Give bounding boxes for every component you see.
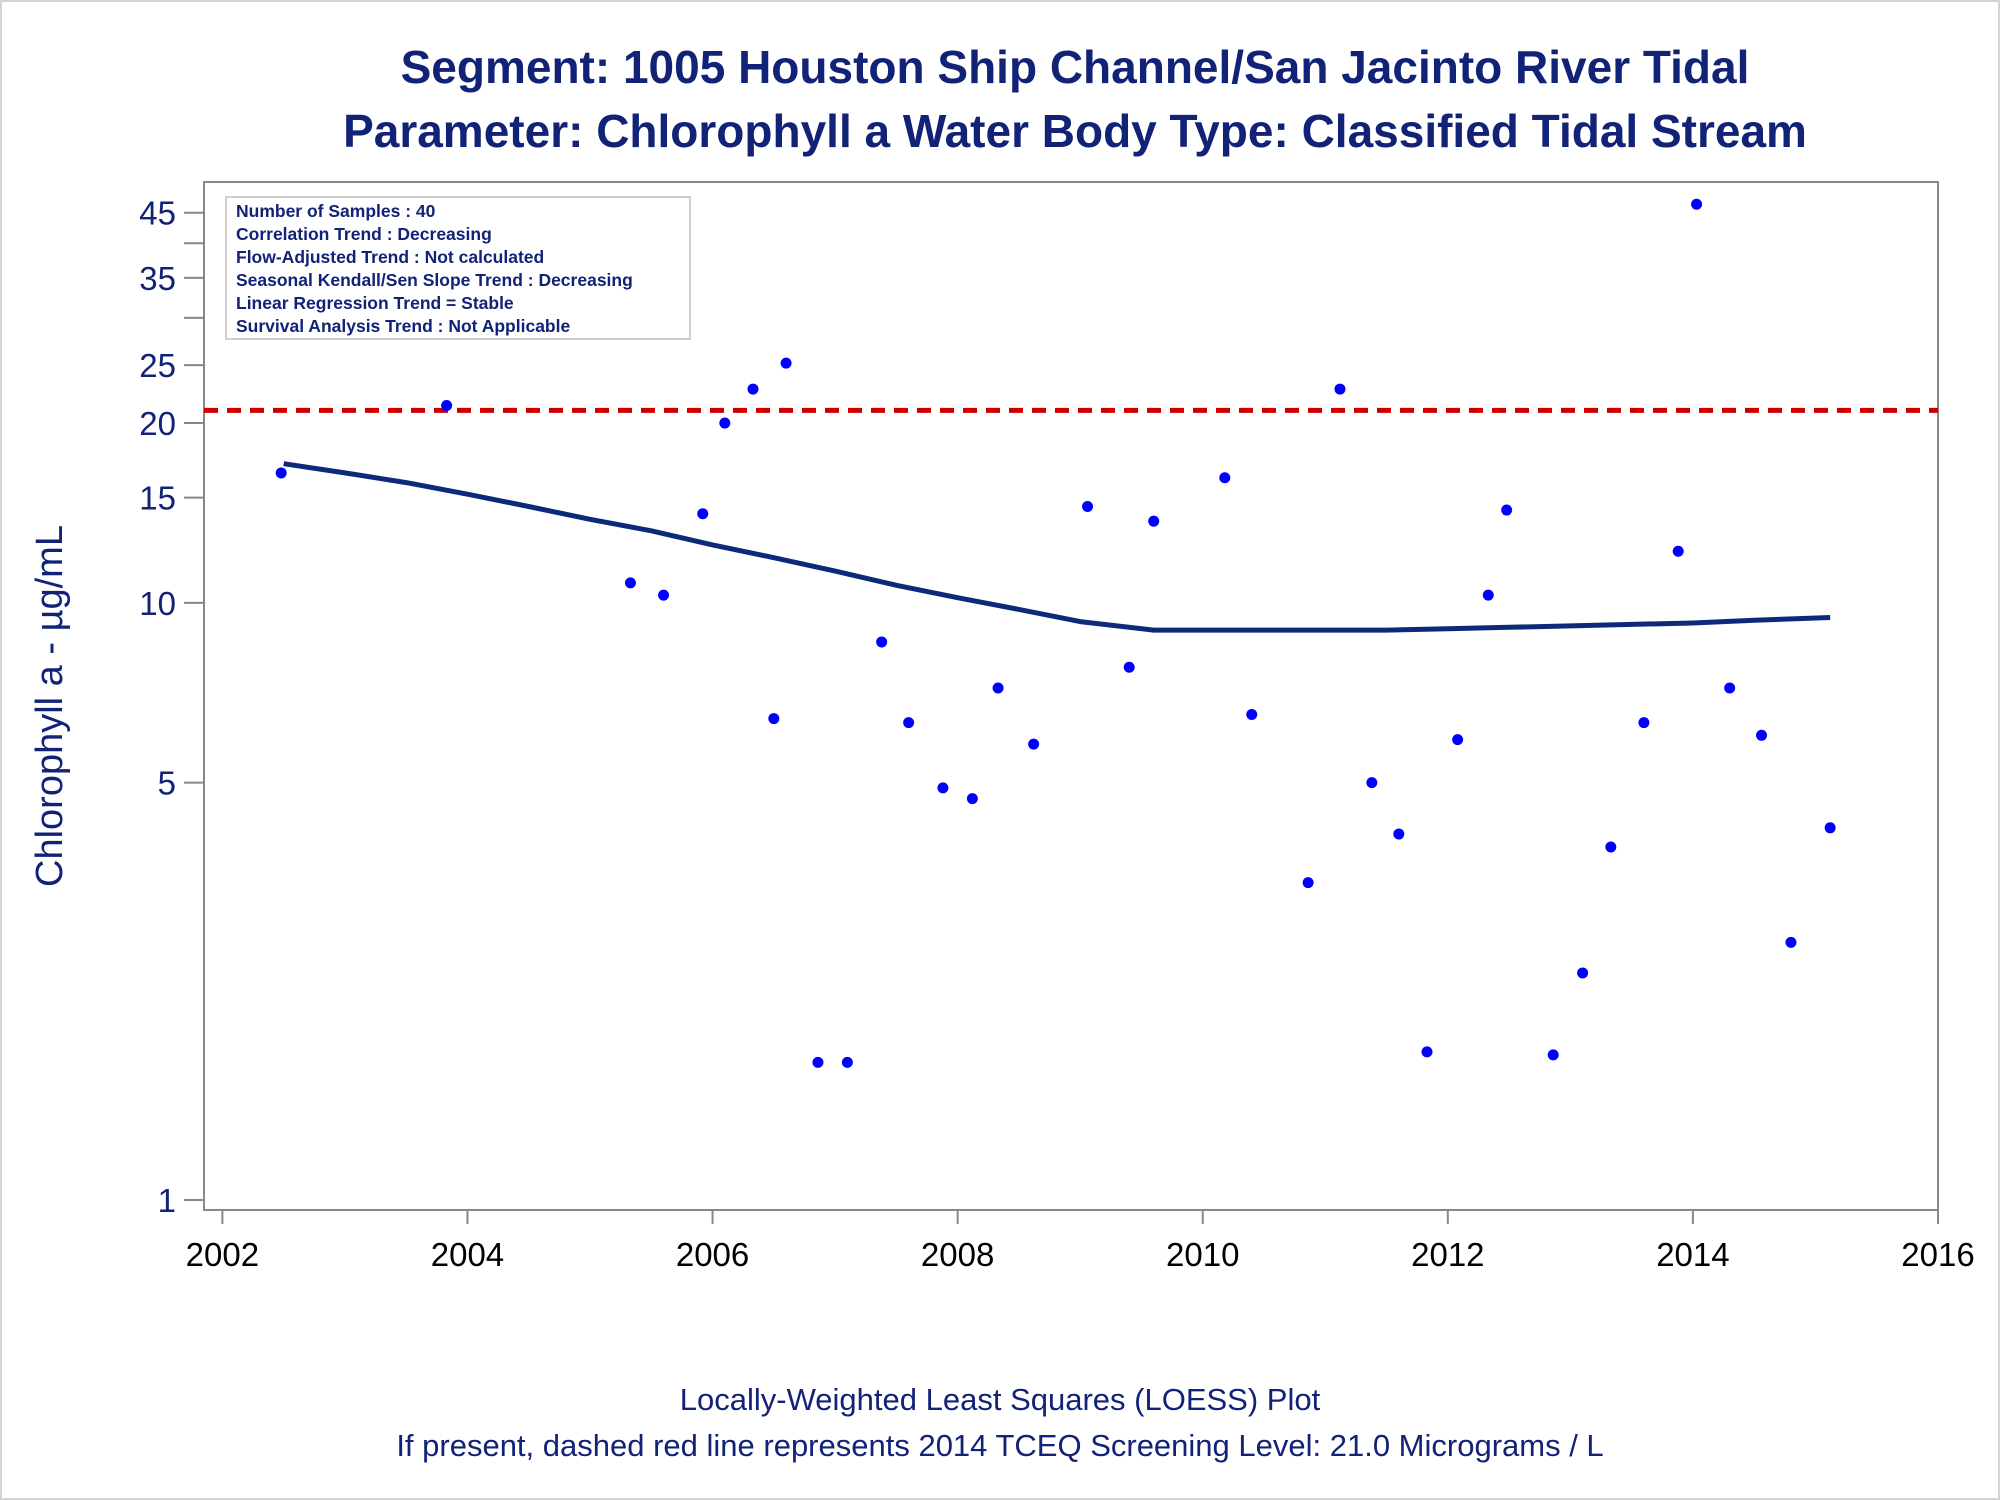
sample-point	[780, 357, 792, 369]
stats-correlation-trend: Correlation Trend : Decreasing	[236, 224, 492, 244]
sample-point	[1577, 967, 1589, 979]
chart-title-line2: Parameter: Chlorophyll a Water Body Type…	[343, 105, 1807, 157]
sample-point	[1334, 383, 1346, 395]
y-tick-label: 20	[139, 405, 176, 442]
sample-point	[1691, 198, 1703, 210]
x-tick-label: 2004	[431, 1236, 504, 1273]
sample-point	[1082, 500, 1094, 512]
footnote-line2: If present, dashed red line represents 2…	[396, 1428, 1604, 1463]
sample-point	[812, 1056, 824, 1068]
stats-linear-regression-trend: Linear Regression Trend = Stable	[236, 293, 514, 313]
sample-point	[1638, 717, 1650, 729]
sample-point	[1824, 822, 1836, 834]
sample-point	[1366, 777, 1378, 789]
sample-point	[876, 636, 888, 648]
y-axis-label: Chlorophyll a - µg/mL	[29, 525, 71, 887]
chart-title-line1: Segment: 1005 Houston Ship Channel/San J…	[400, 41, 1750, 93]
sample-point	[1421, 1046, 1433, 1058]
x-tick-label: 2010	[1166, 1236, 1239, 1273]
y-tick-label: 5	[158, 765, 176, 802]
sample-point	[937, 782, 949, 794]
sample-point	[1028, 738, 1040, 750]
y-tick-label: 25	[139, 347, 176, 384]
y-tick-label: 45	[139, 195, 176, 232]
sample-point	[275, 467, 287, 479]
sample-point	[747, 383, 759, 395]
sample-point	[841, 1056, 853, 1068]
sample-point	[1724, 682, 1736, 694]
y-tick-label: 35	[139, 260, 176, 297]
x-tick-label: 2012	[1411, 1236, 1484, 1273]
plot-area	[203, 181, 1939, 1211]
x-tick-label: 2006	[676, 1236, 749, 1273]
sample-point	[1605, 841, 1617, 853]
sample-point	[1672, 545, 1684, 557]
sample-point	[441, 400, 453, 412]
sample-point	[1246, 709, 1258, 721]
sample-point	[992, 682, 1004, 694]
sample-point	[697, 508, 709, 520]
sample-point	[1756, 729, 1768, 741]
sample-point	[658, 589, 670, 601]
stats-survival-analysis-trend: Survival Analysis Trend : Not Applicable	[236, 316, 570, 336]
trend-stats-box: Number of Samples : 40 Correlation Trend…	[225, 196, 691, 340]
sample-point	[1547, 1049, 1559, 1061]
sample-points	[275, 198, 1836, 1068]
x-tick-label: 2014	[1656, 1236, 1729, 1273]
sample-point	[719, 417, 731, 429]
sample-point	[1219, 472, 1231, 484]
sample-point	[1393, 828, 1405, 840]
sample-point	[1482, 589, 1494, 601]
sample-point	[903, 717, 915, 729]
sample-point	[1123, 661, 1135, 673]
x-tick-label: 2002	[186, 1236, 259, 1273]
sample-point	[768, 713, 780, 725]
stats-flow-adjusted-trend: Flow-Adjusted Trend : Not calculated	[236, 247, 544, 267]
stats-samples: Number of Samples : 40	[236, 201, 436, 221]
sample-point	[1785, 936, 1797, 948]
x-tick-label: 2016	[1901, 1236, 1974, 1273]
y-tick-label: 1	[158, 1182, 176, 1219]
sample-point	[1302, 877, 1314, 889]
stats-seasonal-kendall-trend: Seasonal Kendall/Sen Slope Trend : Decre…	[236, 270, 633, 290]
x-tick-label: 2008	[921, 1236, 994, 1273]
y-tick-label: 10	[139, 585, 176, 622]
footnote-line1: Locally-Weighted Least Squares (LOESS) P…	[679, 1382, 1321, 1417]
sample-point	[1501, 504, 1513, 516]
sample-point	[1148, 515, 1160, 527]
loess-line	[283, 461, 1831, 633]
sample-point	[1452, 734, 1464, 746]
sample-point	[966, 793, 978, 805]
y-tick-label: 15	[139, 480, 176, 517]
x-axis: 2002 2004 2006 2008 2010 2012 2014 2016	[186, 1210, 1975, 1273]
stats-box-border	[225, 196, 691, 340]
sample-point	[624, 577, 636, 589]
